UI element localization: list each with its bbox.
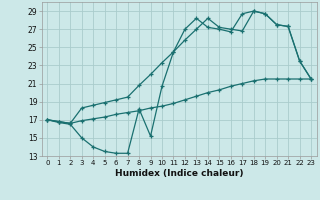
X-axis label: Humidex (Indice chaleur): Humidex (Indice chaleur)	[115, 169, 244, 178]
